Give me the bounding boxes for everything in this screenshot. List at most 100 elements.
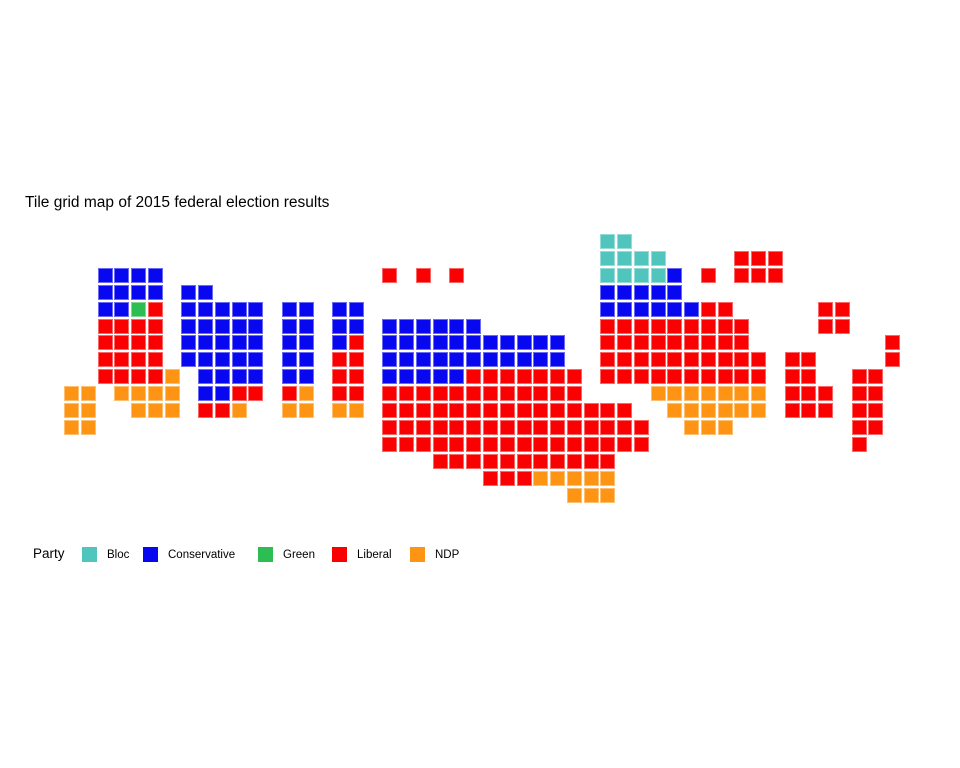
riding-tile xyxy=(382,386,398,402)
riding-tile xyxy=(550,470,566,486)
riding-tile xyxy=(415,403,431,418)
riding-tile xyxy=(617,403,633,418)
riding-tile xyxy=(583,453,599,469)
riding-tile xyxy=(214,352,230,368)
riding-tile xyxy=(131,352,147,368)
riding-tile xyxy=(214,335,230,351)
riding-tile xyxy=(198,284,214,300)
riding-tile xyxy=(700,335,716,351)
riding-tile xyxy=(767,250,783,266)
riding-tile xyxy=(633,419,649,435)
riding-tile xyxy=(181,301,197,317)
riding-tile xyxy=(348,403,364,418)
legend-label-ndp: NDP xyxy=(435,548,460,561)
riding-tile xyxy=(617,352,633,368)
conservative-swatch xyxy=(143,547,158,562)
riding-tile xyxy=(600,352,616,368)
riding-tile xyxy=(499,453,515,469)
riding-tile xyxy=(617,318,633,334)
riding-tile xyxy=(332,318,348,334)
riding-tile xyxy=(348,352,364,368)
riding-tile xyxy=(432,453,448,469)
riding-tile xyxy=(533,369,549,385)
riding-tile xyxy=(399,352,415,368)
riding-tile xyxy=(348,318,364,334)
riding-tile xyxy=(751,352,767,368)
riding-tile xyxy=(550,369,566,385)
riding-tile xyxy=(583,419,599,435)
legend-label-liberal: Liberal xyxy=(357,548,392,561)
riding-tile xyxy=(281,403,297,418)
riding-tile xyxy=(483,386,498,402)
legend-title: Party xyxy=(33,546,65,561)
riding-tile xyxy=(533,470,549,486)
riding-tile xyxy=(432,335,448,351)
riding-tile xyxy=(147,386,163,402)
riding-tile xyxy=(198,386,214,402)
riding-tile xyxy=(131,335,147,351)
riding-tile xyxy=(332,301,348,317)
riding-tile xyxy=(583,436,599,452)
riding-tile xyxy=(298,318,314,334)
riding-tile xyxy=(600,267,616,283)
riding-tile xyxy=(667,301,683,317)
riding-tile xyxy=(533,386,549,402)
riding-tile xyxy=(600,301,616,317)
riding-tile xyxy=(734,369,750,385)
riding-tile xyxy=(64,386,79,402)
riding-tile xyxy=(181,318,197,334)
riding-tile xyxy=(667,352,683,368)
riding-tile xyxy=(131,267,147,283)
riding-tile xyxy=(131,369,147,385)
riding-tile xyxy=(432,386,448,402)
riding-tile xyxy=(533,419,549,435)
riding-tile xyxy=(566,403,582,418)
riding-tile xyxy=(516,386,532,402)
riding-tile xyxy=(449,352,465,368)
riding-tile xyxy=(600,403,616,418)
riding-tile xyxy=(214,318,230,334)
riding-tile xyxy=(114,318,130,334)
riding-tile xyxy=(449,419,465,435)
riding-tile xyxy=(600,369,616,385)
riding-tile xyxy=(97,301,113,317)
riding-tile xyxy=(717,301,733,317)
riding-tile xyxy=(281,352,297,368)
riding-tile xyxy=(466,403,482,418)
riding-tile xyxy=(667,386,683,402)
legend-label-conservative: Conservative xyxy=(168,548,236,561)
riding-tile xyxy=(97,369,113,385)
riding-tile xyxy=(650,250,666,266)
riding-tile xyxy=(432,436,448,452)
riding-tile xyxy=(633,335,649,351)
riding-tile xyxy=(147,318,163,334)
riding-tile xyxy=(466,335,482,351)
riding-tile xyxy=(784,352,800,368)
riding-tile xyxy=(281,386,297,402)
riding-tile xyxy=(516,453,532,469)
riding-tile xyxy=(399,436,415,452)
green-swatch xyxy=(258,547,273,562)
riding-tile xyxy=(281,301,297,317)
riding-tile xyxy=(382,369,398,385)
riding-tile xyxy=(382,335,398,351)
riding-tile xyxy=(600,250,616,266)
riding-tile xyxy=(64,403,79,418)
riding-tile xyxy=(382,436,398,452)
riding-tile xyxy=(617,436,633,452)
riding-tile xyxy=(248,352,264,368)
riding-tile xyxy=(734,250,750,266)
riding-tile xyxy=(566,436,582,452)
riding-tile xyxy=(734,403,750,418)
riding-tile xyxy=(801,352,817,368)
riding-tile xyxy=(885,352,901,368)
riding-tile xyxy=(198,301,214,317)
riding-tile xyxy=(415,318,431,334)
riding-tile xyxy=(600,487,616,503)
riding-tile xyxy=(717,369,733,385)
riding-tile xyxy=(600,470,616,486)
riding-tile xyxy=(851,386,867,402)
riding-tile xyxy=(114,386,130,402)
riding-tile xyxy=(650,335,666,351)
riding-tile xyxy=(399,386,415,402)
